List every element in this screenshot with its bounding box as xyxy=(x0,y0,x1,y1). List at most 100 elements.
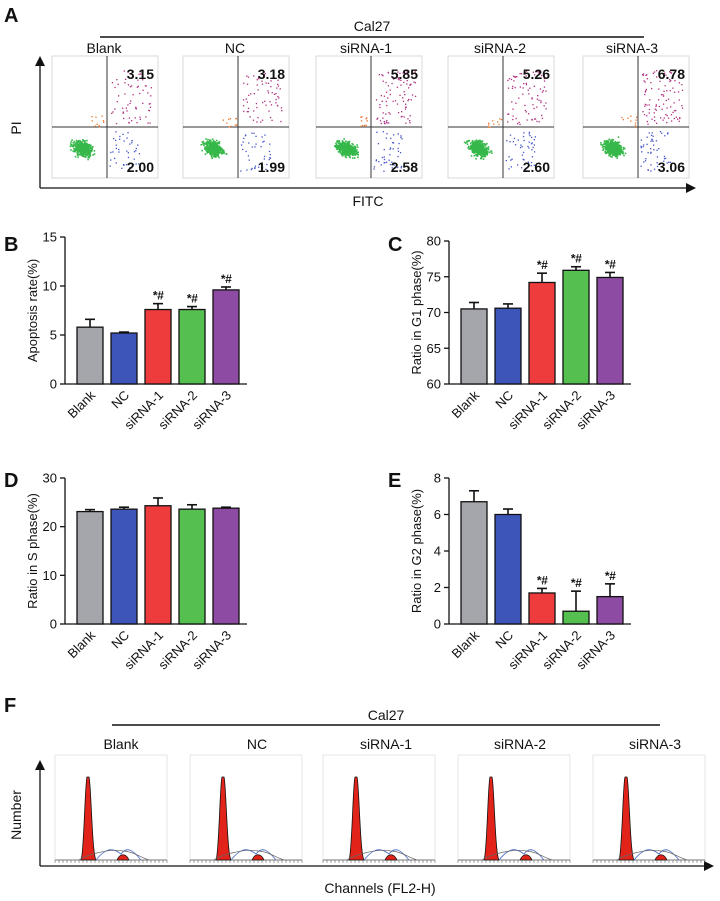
flow-dot xyxy=(545,108,547,110)
flow-dot xyxy=(530,165,532,167)
flow-dot xyxy=(474,147,477,149)
flow-dot xyxy=(477,142,480,145)
flow-dot xyxy=(79,149,82,152)
flow-dot xyxy=(536,98,538,100)
flow-dot xyxy=(508,78,511,80)
histo-group-label-blank: Blank xyxy=(103,736,139,752)
flow-dot xyxy=(477,145,480,148)
flow-dot xyxy=(253,93,255,95)
flow-dot xyxy=(396,86,399,88)
panel-label-d: D xyxy=(4,470,18,492)
flow-dot xyxy=(206,140,208,143)
flow-dot xyxy=(269,154,271,156)
flow-dot xyxy=(669,80,671,83)
flow-dot xyxy=(615,156,617,158)
flow-dot xyxy=(616,146,619,148)
flow-upper-right-pct-sirna-2: 5.26 xyxy=(523,66,550,82)
flow-dot xyxy=(251,132,253,134)
flow-dot xyxy=(484,152,486,155)
flow-dot xyxy=(133,151,136,153)
flow-dot xyxy=(340,148,343,150)
flow-dot xyxy=(94,125,96,127)
flow-dot xyxy=(82,144,84,147)
y-tick-label-b: 5 xyxy=(50,328,57,343)
flow-dot xyxy=(487,148,490,151)
flow-dot xyxy=(216,154,219,157)
flow-dot xyxy=(215,145,217,148)
flow-dot xyxy=(622,148,625,151)
flow-dot xyxy=(354,157,356,159)
flow-dot xyxy=(466,143,469,145)
flow-dot xyxy=(402,97,404,99)
flow-dot xyxy=(641,151,643,153)
flow-dot xyxy=(616,151,618,154)
flow-dot xyxy=(84,141,86,144)
flow-dot xyxy=(247,155,250,157)
flow-dot xyxy=(382,131,384,133)
flow-dot xyxy=(348,151,351,154)
flow-dot xyxy=(129,143,131,145)
flow-dot xyxy=(380,95,382,97)
flow-dot xyxy=(664,72,666,74)
flow-dot xyxy=(202,140,205,143)
flow-dot xyxy=(606,143,608,146)
flow-dot xyxy=(364,124,366,127)
flow-dot xyxy=(87,146,90,148)
flow-dot xyxy=(122,111,124,113)
flow-dot xyxy=(210,151,212,154)
flow-dot xyxy=(348,140,351,143)
flow-dot xyxy=(210,155,213,158)
flow-dot xyxy=(486,151,488,154)
flow-dot xyxy=(477,152,479,155)
histo-g1-peak-sirna-1 xyxy=(348,776,365,861)
panel-label-f: F xyxy=(4,695,16,717)
flow-dot xyxy=(218,141,220,143)
flow-dot xyxy=(362,124,364,127)
flow-dot xyxy=(102,120,105,122)
histo-g1-peak-nc xyxy=(215,776,232,861)
flow-dot xyxy=(341,147,343,149)
flow-dot xyxy=(389,89,391,91)
flow-dot xyxy=(383,156,385,158)
flow-dot xyxy=(409,84,411,86)
flow-dot xyxy=(256,106,258,109)
flow-dot xyxy=(215,150,218,152)
flow-dot xyxy=(222,150,225,153)
flow-dot xyxy=(537,95,539,97)
flow-dot xyxy=(666,90,668,92)
flow-dot xyxy=(646,115,648,117)
flow-dot xyxy=(81,152,84,154)
flow-dot xyxy=(401,111,403,113)
flow-dot xyxy=(350,151,353,154)
flow-dot xyxy=(84,144,87,147)
flow-dot xyxy=(613,152,616,155)
flow-dot xyxy=(400,165,403,168)
flow-late-apoptotic-sirna-3 xyxy=(642,70,684,125)
flow-dot xyxy=(608,153,611,156)
flow-dot xyxy=(487,146,490,148)
flow-dot xyxy=(642,111,644,113)
flow-dot xyxy=(531,156,534,158)
flow-dot xyxy=(87,143,90,146)
flow-dot xyxy=(210,143,213,146)
flow-dot xyxy=(543,80,546,82)
flow-dot xyxy=(479,139,481,142)
flow-dot xyxy=(522,151,525,154)
flow-dot xyxy=(623,154,625,157)
x-tick-label-b-blank: Blank xyxy=(65,387,99,421)
flow-dot xyxy=(486,142,488,145)
flow-dot xyxy=(89,152,92,154)
flow-dot xyxy=(472,145,475,148)
flow-dot xyxy=(118,151,120,153)
flow-dot xyxy=(353,151,356,154)
flow-dot xyxy=(383,158,386,161)
flow-dot xyxy=(78,144,80,147)
flow-dot xyxy=(340,142,342,145)
flow-dot xyxy=(522,158,524,161)
flow-dot xyxy=(263,74,265,76)
flow-dot xyxy=(646,104,648,106)
flow-dot xyxy=(666,162,668,164)
flow-dot xyxy=(389,147,392,149)
flow-dot xyxy=(402,100,405,102)
